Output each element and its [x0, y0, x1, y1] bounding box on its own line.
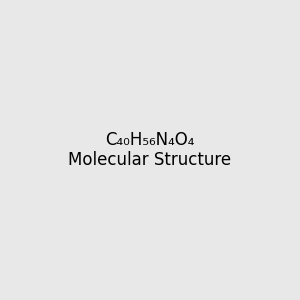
Text: C₄₀H₅₆N₄O₄
Molecular Structure: C₄₀H₅₆N₄O₄ Molecular Structure — [68, 130, 232, 170]
